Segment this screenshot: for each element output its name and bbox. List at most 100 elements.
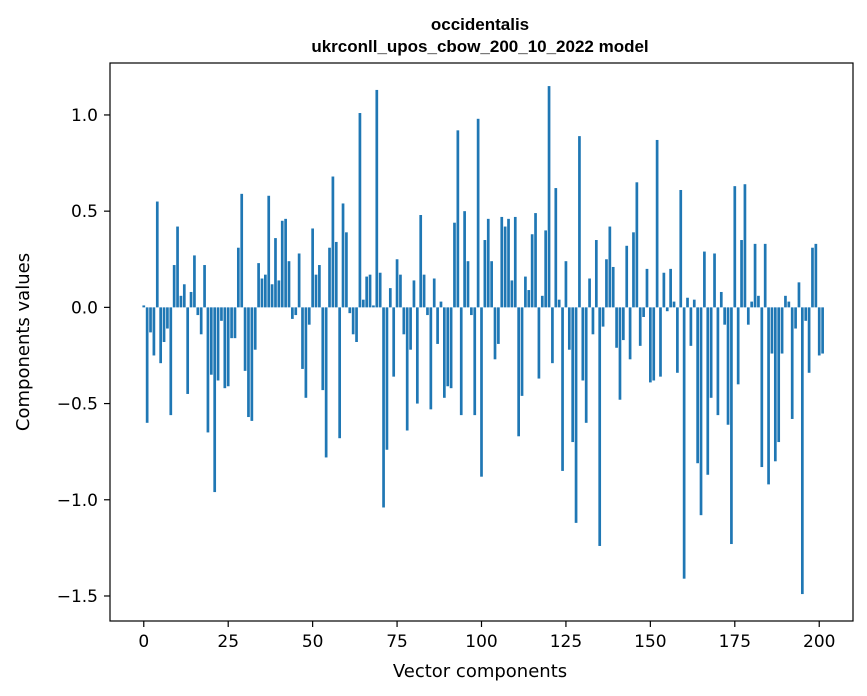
- bar: [811, 247, 814, 308]
- y-axis-ticks: −1.5 −1.0 −0.5 0.0 0.5 1.0: [57, 106, 110, 607]
- bar: [395, 259, 399, 308]
- bar: [236, 247, 240, 308]
- bar: [628, 307, 632, 360]
- bar: [780, 307, 784, 354]
- bar: [642, 307, 645, 317]
- bar: [493, 307, 497, 360]
- bar: [277, 280, 281, 308]
- bar: [429, 307, 433, 410]
- bar: [746, 307, 750, 325]
- bar: [750, 301, 754, 308]
- bar: [800, 307, 804, 595]
- bar: [615, 307, 618, 348]
- bar: [294, 307, 298, 316]
- bar: [719, 291, 723, 308]
- bar: [507, 218, 510, 308]
- y-tick-label: 0.0: [71, 298, 98, 318]
- bar: [527, 290, 531, 308]
- bar: [415, 307, 419, 404]
- bar: [392, 307, 396, 377]
- bar: [368, 274, 372, 308]
- bar: [378, 272, 382, 308]
- bar: [659, 307, 662, 377]
- bar: [321, 307, 325, 391]
- bar: [591, 307, 595, 335]
- bar: [574, 307, 578, 523]
- bar: [405, 307, 409, 431]
- bar: [743, 184, 747, 308]
- bar: [419, 215, 423, 308]
- bar: [625, 245, 629, 308]
- bar: [621, 307, 625, 341]
- bar: [159, 307, 163, 364]
- bar: [571, 307, 575, 443]
- bar: [510, 280, 514, 308]
- bar: [345, 232, 348, 308]
- bar: [328, 247, 331, 308]
- bar: [632, 232, 635, 308]
- bar: [476, 118, 480, 308]
- bar: [382, 307, 385, 508]
- bar: [686, 297, 689, 308]
- bar: [260, 278, 264, 308]
- bar: [608, 226, 612, 308]
- bar: [436, 307, 439, 344]
- bar: [611, 266, 615, 308]
- bar: [638, 307, 642, 346]
- bar: [355, 307, 358, 342]
- bar: [763, 243, 767, 308]
- bar: [696, 307, 699, 464]
- x-tick-label: 150: [634, 632, 666, 652]
- bar: [703, 251, 706, 308]
- bar: [152, 307, 156, 356]
- bar: [409, 307, 412, 350]
- bar: [706, 307, 710, 475]
- bar: [361, 299, 365, 308]
- bar: [601, 307, 605, 327]
- bar: [551, 307, 554, 364]
- bar: [584, 307, 588, 423]
- bar: [456, 130, 460, 308]
- bar: [537, 307, 541, 379]
- bar: [689, 307, 693, 346]
- chart-title: occidentalis: [431, 15, 529, 34]
- bar: [209, 307, 213, 375]
- y-tick-label: 0.5: [71, 202, 98, 222]
- bar: [817, 307, 821, 356]
- bar: [385, 307, 389, 450]
- bar: [503, 226, 507, 308]
- bar: [388, 288, 392, 308]
- bar: [233, 307, 237, 339]
- bar: [797, 282, 801, 308]
- bar: [318, 265, 321, 308]
- bar: [182, 284, 186, 308]
- bar: [172, 265, 176, 308]
- bar: [760, 307, 764, 468]
- bar: [365, 276, 369, 308]
- bar: [787, 301, 791, 308]
- bar: [578, 136, 581, 308]
- bar: [199, 307, 203, 335]
- x-tick-label: 125: [550, 632, 582, 652]
- x-axis-label: Vector components: [393, 661, 567, 682]
- bar: [304, 307, 308, 398]
- bar: [466, 261, 470, 308]
- bar: [692, 299, 696, 308]
- bar: [287, 261, 291, 308]
- bar: [554, 188, 558, 308]
- bar: [341, 203, 345, 308]
- bar: [426, 307, 429, 316]
- bar: [162, 307, 166, 342]
- bar: [203, 265, 206, 308]
- bar: [645, 268, 649, 308]
- bar: [669, 268, 672, 308]
- bar: [442, 307, 446, 398]
- bar: [777, 307, 781, 443]
- bar: [473, 307, 477, 416]
- bar: [652, 307, 656, 381]
- bar: [662, 272, 666, 308]
- bar: [804, 307, 808, 321]
- bar: [547, 86, 551, 308]
- bar: [267, 195, 271, 308]
- bar: [753, 243, 757, 308]
